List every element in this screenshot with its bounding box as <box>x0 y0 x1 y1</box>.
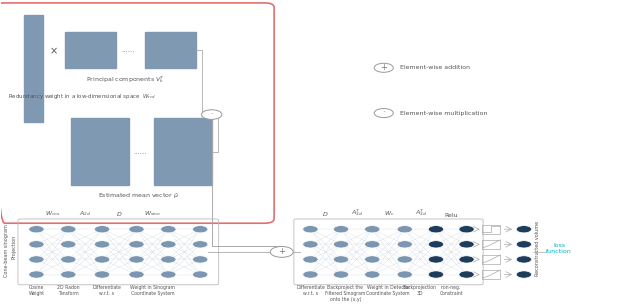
Text: $D$: $D$ <box>323 210 329 218</box>
Text: loss
function: loss function <box>546 243 572 254</box>
Bar <box>65 32 116 68</box>
Text: $W_c$: $W_c$ <box>383 209 394 218</box>
Bar <box>24 15 43 122</box>
Circle shape <box>397 241 412 248</box>
Circle shape <box>365 226 380 233</box>
Circle shape <box>193 271 208 278</box>
Circle shape <box>459 241 474 248</box>
Circle shape <box>428 226 444 233</box>
Circle shape <box>161 271 176 278</box>
Circle shape <box>95 241 109 248</box>
Bar <box>145 32 196 68</box>
Bar <box>72 118 129 185</box>
Text: ×: × <box>49 46 58 56</box>
Circle shape <box>365 271 380 278</box>
Circle shape <box>428 256 444 263</box>
Circle shape <box>193 256 208 263</box>
Circle shape <box>29 241 44 248</box>
Circle shape <box>193 241 208 248</box>
Text: Projection: Projection <box>12 235 17 259</box>
Text: Weight in Detector
Coordinate System: Weight in Detector Coordinate System <box>366 285 410 296</box>
Circle shape <box>516 256 532 263</box>
Text: Cosine
Weight: Cosine Weight <box>28 285 44 296</box>
Bar <box>154 118 212 185</box>
Text: ......: ...... <box>134 149 147 154</box>
Circle shape <box>303 256 318 263</box>
Text: Differentiate
w.r.t. s: Differentiate w.r.t. s <box>92 285 121 296</box>
Circle shape <box>270 247 293 257</box>
Text: Backprojection
3D: Backprojection 3D <box>403 285 436 296</box>
Circle shape <box>374 63 394 72</box>
Circle shape <box>303 226 318 233</box>
Circle shape <box>129 271 144 278</box>
Circle shape <box>397 256 412 263</box>
Text: Backproject the
Filtered Sinogram
onto the (x,y): Backproject the Filtered Sinogram onto t… <box>325 285 365 302</box>
Text: Cone-beam sinogram: Cone-beam sinogram <box>4 224 9 277</box>
Text: $W_{cos}$: $W_{cos}$ <box>45 209 60 218</box>
Text: $A_{2d}$: $A_{2d}$ <box>79 209 92 218</box>
Text: ·: · <box>211 110 213 119</box>
Circle shape <box>129 241 144 248</box>
Circle shape <box>374 109 394 118</box>
Circle shape <box>303 271 318 278</box>
Text: ......: ...... <box>121 47 134 53</box>
Circle shape <box>365 241 380 248</box>
Bar <box>483 270 500 279</box>
Text: $W_{sino}$: $W_{sino}$ <box>144 209 161 218</box>
Text: +: + <box>278 247 285 256</box>
Text: +: + <box>380 63 387 72</box>
Circle shape <box>333 226 349 233</box>
Text: Redundancy weight in a low-dimensional space  $W_{rcd}$: Redundancy weight in a low-dimensional s… <box>8 92 156 101</box>
Bar <box>483 240 500 249</box>
Circle shape <box>161 241 176 248</box>
Text: 2D Radon
Tansform: 2D Radon Tansform <box>57 285 79 296</box>
Circle shape <box>95 226 109 233</box>
Circle shape <box>516 271 532 278</box>
Circle shape <box>95 256 109 263</box>
Circle shape <box>303 241 318 248</box>
Circle shape <box>193 226 208 233</box>
Circle shape <box>61 256 76 263</box>
Circle shape <box>516 226 532 233</box>
Circle shape <box>333 271 349 278</box>
Text: Estimated mean vector $\hat{\mu}$: Estimated mean vector $\hat{\mu}$ <box>98 191 179 201</box>
Circle shape <box>29 271 44 278</box>
Circle shape <box>459 271 474 278</box>
Circle shape <box>61 241 76 248</box>
Circle shape <box>61 271 76 278</box>
Text: $A_{2d}^{T}$: $A_{2d}^{T}$ <box>351 207 363 218</box>
Circle shape <box>161 256 176 263</box>
Circle shape <box>29 256 44 263</box>
Circle shape <box>333 256 349 263</box>
Circle shape <box>29 226 44 233</box>
Circle shape <box>397 226 412 233</box>
Circle shape <box>365 256 380 263</box>
Text: Reconstructed volume: Reconstructed volume <box>536 221 540 276</box>
Circle shape <box>161 226 176 233</box>
Circle shape <box>129 256 144 263</box>
Bar <box>483 225 500 234</box>
Text: Principal components $V_k^T$: Principal components $V_k^T$ <box>86 75 165 85</box>
Circle shape <box>95 271 109 278</box>
Circle shape <box>428 241 444 248</box>
Text: ·: · <box>383 109 385 118</box>
Circle shape <box>129 226 144 233</box>
Circle shape <box>397 271 412 278</box>
Text: non-neg.
Constraint: non-neg. Constraint <box>440 285 463 296</box>
Text: Element-wise multiplication: Element-wise multiplication <box>399 111 487 115</box>
Circle shape <box>333 241 349 248</box>
Circle shape <box>202 110 222 119</box>
Bar <box>483 255 500 264</box>
Text: $A_{2d}^{T}$: $A_{2d}^{T}$ <box>415 207 427 218</box>
Text: $D$: $D$ <box>116 210 122 218</box>
Circle shape <box>459 226 474 233</box>
Circle shape <box>516 241 532 248</box>
Text: Relu: Relu <box>444 213 458 218</box>
Circle shape <box>459 256 474 263</box>
Circle shape <box>428 271 444 278</box>
Text: Weight in Sinogram
Coordinate System: Weight in Sinogram Coordinate System <box>130 285 175 296</box>
Text: Element-wise addition: Element-wise addition <box>399 65 470 70</box>
Circle shape <box>61 226 76 233</box>
Text: Differentiate
w.r.t. s: Differentiate w.r.t. s <box>296 285 325 296</box>
